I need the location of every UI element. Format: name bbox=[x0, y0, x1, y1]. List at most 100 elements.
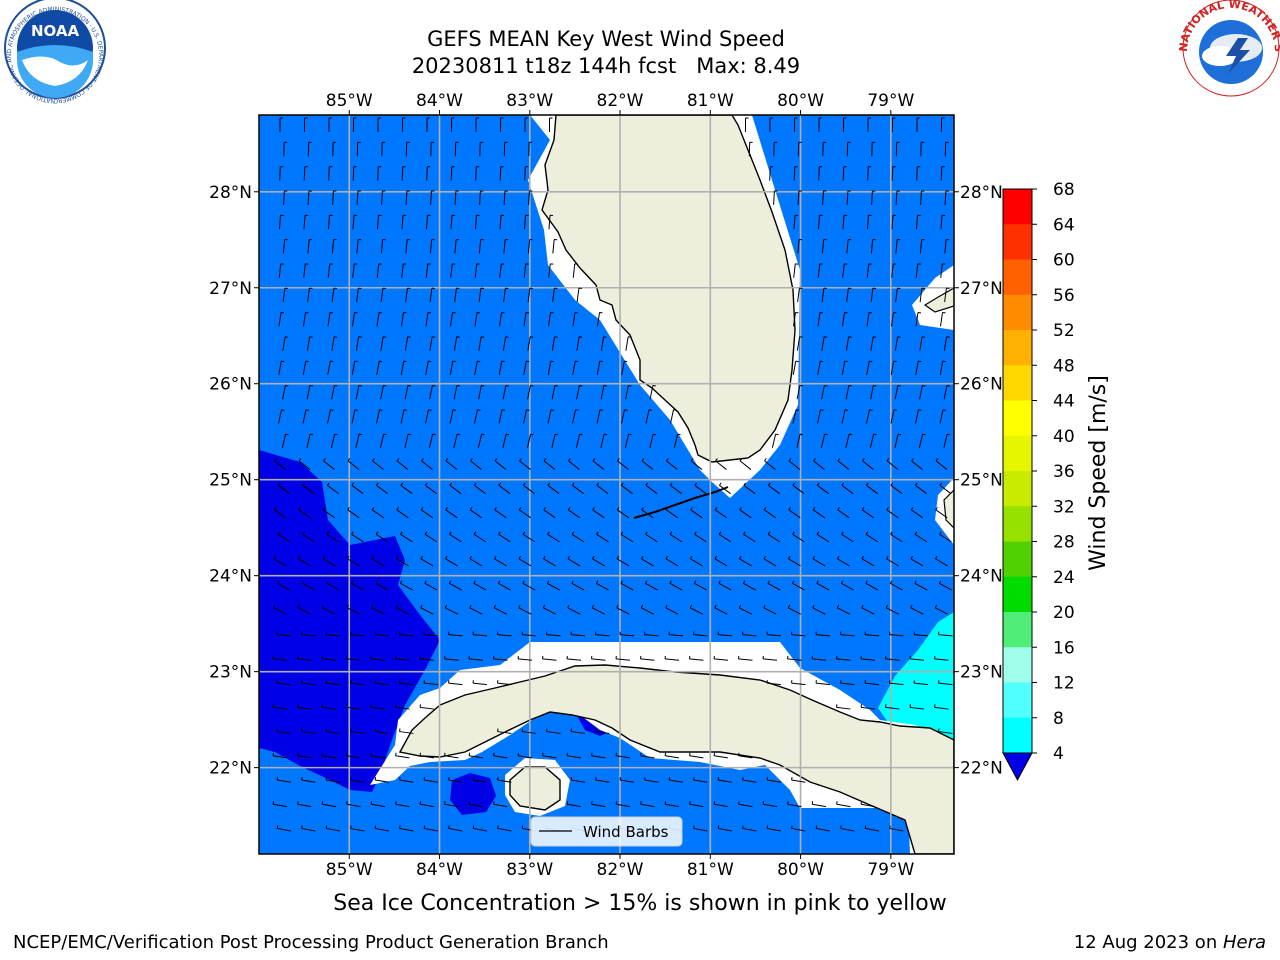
wind-barb bbox=[822, 190, 827, 205]
wind-barb bbox=[497, 825, 512, 832]
wind-barb bbox=[596, 311, 603, 327]
chart-title: GEFS MEAN Key West Wind Speed bbox=[427, 27, 785, 51]
wind-barb bbox=[575, 433, 583, 448]
wind-barb bbox=[914, 531, 928, 543]
wind-barb bbox=[890, 311, 897, 327]
wind-barb bbox=[355, 384, 362, 400]
noaa-logo: NOAA NATIONAL OCEANIC AND ATMOSPHERIC AD… bbox=[0, 0, 106, 104]
wind-barb bbox=[939, 531, 952, 543]
wind-barb bbox=[769, 117, 774, 133]
wind-barb bbox=[616, 507, 630, 519]
lon-label-top: 85°W bbox=[326, 91, 373, 111]
wind-barb bbox=[846, 190, 851, 205]
wind-barb bbox=[889, 631, 904, 637]
wind-barb bbox=[842, 166, 847, 181]
wind-barb bbox=[918, 433, 926, 448]
wind-barb bbox=[281, 433, 289, 448]
wind-barb bbox=[479, 141, 484, 157]
wind-barb bbox=[478, 336, 485, 351]
wind-barb bbox=[796, 433, 804, 448]
colorbar-tick-label: 56 bbox=[1053, 286, 1075, 306]
wind-barb bbox=[449, 482, 462, 495]
wind-barb bbox=[919, 336, 926, 351]
wind-barb bbox=[381, 141, 386, 157]
wind-barb bbox=[837, 507, 850, 519]
wind-barb bbox=[571, 531, 585, 543]
wind-barb bbox=[846, 239, 852, 254]
wind-barb bbox=[935, 507, 948, 519]
wind-barb bbox=[377, 117, 382, 133]
wind-barb bbox=[718, 482, 731, 495]
land-cuba-main bbox=[398, 664, 954, 854]
wind-barb bbox=[871, 190, 876, 205]
wind-barb bbox=[503, 190, 508, 205]
colorbar-tick-label: 40 bbox=[1053, 427, 1075, 447]
wind-barb bbox=[374, 631, 390, 637]
wind-barb bbox=[791, 580, 805, 591]
wind-barb bbox=[426, 166, 431, 181]
wind-barb bbox=[940, 263, 946, 278]
wind-barb bbox=[846, 287, 852, 303]
lon-label-top: 82°W bbox=[597, 91, 644, 111]
wind-barb bbox=[615, 752, 630, 759]
wind-barb bbox=[301, 631, 316, 637]
wind-barb bbox=[621, 360, 628, 375]
wind-barb bbox=[886, 555, 899, 567]
wind-barb bbox=[718, 531, 732, 543]
wind-barb bbox=[303, 214, 309, 230]
wind-barb bbox=[668, 631, 684, 637]
wind-barb bbox=[640, 801, 655, 808]
wind-barb bbox=[350, 825, 365, 832]
wind-barb bbox=[527, 384, 534, 400]
colorbar-segment bbox=[1003, 717, 1032, 754]
wind-barb bbox=[328, 166, 333, 181]
wind-barb bbox=[327, 311, 334, 327]
colorbar-segment bbox=[1003, 682, 1032, 719]
wind-barb bbox=[743, 482, 756, 495]
wind-barb bbox=[576, 287, 582, 303]
noaa-logo-text: NOAA bbox=[31, 22, 80, 40]
wind-barb bbox=[817, 409, 824, 424]
wind-barb bbox=[644, 631, 659, 637]
wind-barb bbox=[934, 704, 949, 710]
wind-barb bbox=[450, 117, 455, 133]
wind-barb bbox=[327, 263, 333, 278]
wind-barb bbox=[399, 631, 414, 637]
wind-barb bbox=[837, 458, 850, 470]
lon-label-bottom: 85°W bbox=[326, 860, 373, 880]
wind-barb bbox=[916, 166, 921, 181]
wind-barb bbox=[763, 555, 777, 567]
wind-barb bbox=[796, 384, 803, 400]
wind-barb bbox=[919, 287, 925, 303]
wind-barb bbox=[619, 776, 634, 783]
wind-barb bbox=[915, 360, 922, 375]
wind-barb bbox=[551, 384, 558, 400]
wind-barb bbox=[792, 482, 805, 495]
wind-barb bbox=[939, 311, 946, 327]
wind-barb bbox=[641, 458, 654, 470]
wind-barb bbox=[920, 141, 925, 157]
wind-barb bbox=[792, 311, 799, 327]
wind-barb bbox=[325, 631, 341, 637]
wind-barb bbox=[528, 190, 533, 205]
wind-barb bbox=[346, 655, 361, 661]
lat-label-right: 23°N bbox=[960, 663, 1003, 683]
wind-barb bbox=[640, 604, 654, 615]
wind-barb bbox=[307, 190, 312, 205]
wind-barb bbox=[444, 655, 459, 661]
wind-barb bbox=[478, 287, 484, 303]
colorbar-extend-arrow bbox=[1002, 752, 1033, 782]
wind-barb bbox=[570, 728, 586, 734]
wind-barb bbox=[450, 214, 456, 230]
wind-barb bbox=[395, 704, 410, 710]
wind-barb bbox=[283, 190, 288, 205]
wind-barb bbox=[861, 555, 875, 567]
wind-barb bbox=[375, 531, 389, 543]
wind-barb bbox=[380, 239, 386, 254]
colorbar-label: Wind Speed [m/s] bbox=[1086, 375, 1111, 571]
wind-barb bbox=[821, 239, 827, 254]
wind-barb bbox=[404, 433, 412, 448]
colorbar-segment bbox=[1003, 330, 1032, 366]
wind-barb bbox=[306, 384, 313, 400]
wind-barb bbox=[845, 336, 852, 351]
